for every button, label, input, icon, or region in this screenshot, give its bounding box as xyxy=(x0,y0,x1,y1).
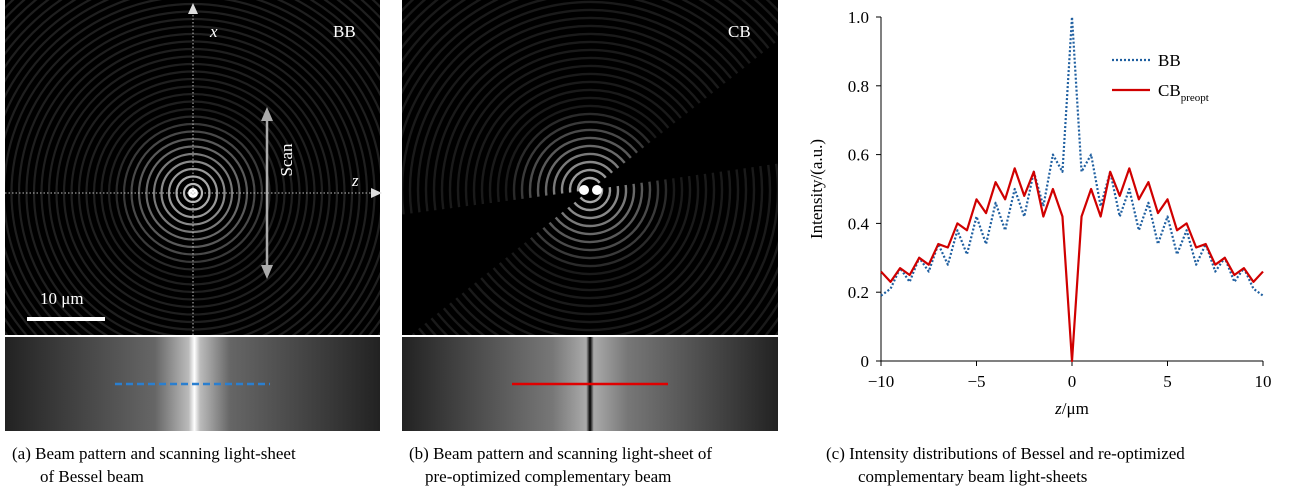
ring xyxy=(464,64,716,316)
ring xyxy=(488,88,692,292)
caption: (b) Beam pattern and scanning light-shee… xyxy=(409,444,712,463)
y-tick-label: 0.6 xyxy=(848,146,869,165)
y-tick-label: 0 xyxy=(861,352,870,371)
ring xyxy=(440,40,740,335)
panel-tag: BB xyxy=(333,22,356,41)
axis-label: z xyxy=(351,171,359,190)
ring xyxy=(408,8,772,335)
y-tick-label: 0.4 xyxy=(848,214,870,233)
x-tick-label: 0 xyxy=(1068,372,1077,391)
arrow xyxy=(261,265,273,279)
x-axis-title: z/μm xyxy=(1054,399,1089,418)
caption: of Bessel beam xyxy=(40,467,144,486)
legend-name: CB xyxy=(1158,81,1181,100)
ring xyxy=(160,160,226,226)
legend-name: BB xyxy=(1158,51,1181,70)
legend-label: BB xyxy=(1158,51,1181,70)
ring xyxy=(402,0,778,335)
ring xyxy=(528,128,652,252)
y-axis-title: Intensity/(a.u.) xyxy=(807,139,826,239)
ring xyxy=(416,16,764,335)
caption: complementary beam light-sheets xyxy=(858,467,1087,486)
ring xyxy=(456,56,724,324)
ring xyxy=(480,80,700,300)
x-tick-label: −10 xyxy=(868,372,895,391)
ring xyxy=(448,48,732,332)
ring xyxy=(552,152,628,228)
lobe xyxy=(592,185,602,195)
ring xyxy=(472,72,708,308)
scan-label: Scan xyxy=(277,143,296,177)
y-tick-label: 1.0 xyxy=(848,8,869,27)
ring xyxy=(424,24,756,335)
panel-tag: CB xyxy=(728,22,751,41)
rings xyxy=(402,0,778,335)
ring xyxy=(432,32,748,335)
ring xyxy=(576,176,604,204)
y-tick-label: 0.2 xyxy=(848,283,869,302)
beam-image xyxy=(5,0,380,335)
legend-subscript: preopt xyxy=(1181,92,1209,104)
ring xyxy=(520,120,660,260)
caption: pre-optimized complementary beam xyxy=(425,467,671,486)
ring xyxy=(55,55,331,331)
x-tick-label: 5 xyxy=(1163,372,1172,391)
core xyxy=(188,188,198,198)
ring xyxy=(568,168,612,212)
caption: (a) Beam pattern and scanning light-shee… xyxy=(12,444,296,463)
ring xyxy=(47,47,339,335)
ring xyxy=(504,104,676,276)
ring xyxy=(512,112,668,268)
series-line xyxy=(880,15,1264,297)
ring xyxy=(560,160,620,220)
y-tick-label: 0.8 xyxy=(848,77,869,96)
chart: 0 0.2 0.4 0.6 0.8 1.0 −10 −5 0 5 10 Intensity/(a.u.… xyxy=(807,8,1272,418)
x-var: z xyxy=(1054,399,1062,418)
arrow xyxy=(261,107,273,121)
lobe xyxy=(579,185,589,195)
arrow xyxy=(371,188,382,198)
beam-image xyxy=(402,0,778,335)
x-unit: /μm xyxy=(1062,399,1089,418)
ring xyxy=(496,96,684,284)
ring xyxy=(536,136,644,244)
ring xyxy=(544,144,636,236)
series-line xyxy=(880,167,1264,363)
arrow xyxy=(188,3,198,14)
x-tick-label: −5 xyxy=(967,372,985,391)
axis-label: x xyxy=(209,22,218,41)
x-tick-label: 10 xyxy=(1255,372,1272,391)
scale-label: 10 μm xyxy=(40,289,84,308)
caption: (c) Intensity distributions of Bessel an… xyxy=(826,444,1185,463)
ring xyxy=(107,107,279,279)
legend-label: CBpreopt xyxy=(1158,81,1209,104)
